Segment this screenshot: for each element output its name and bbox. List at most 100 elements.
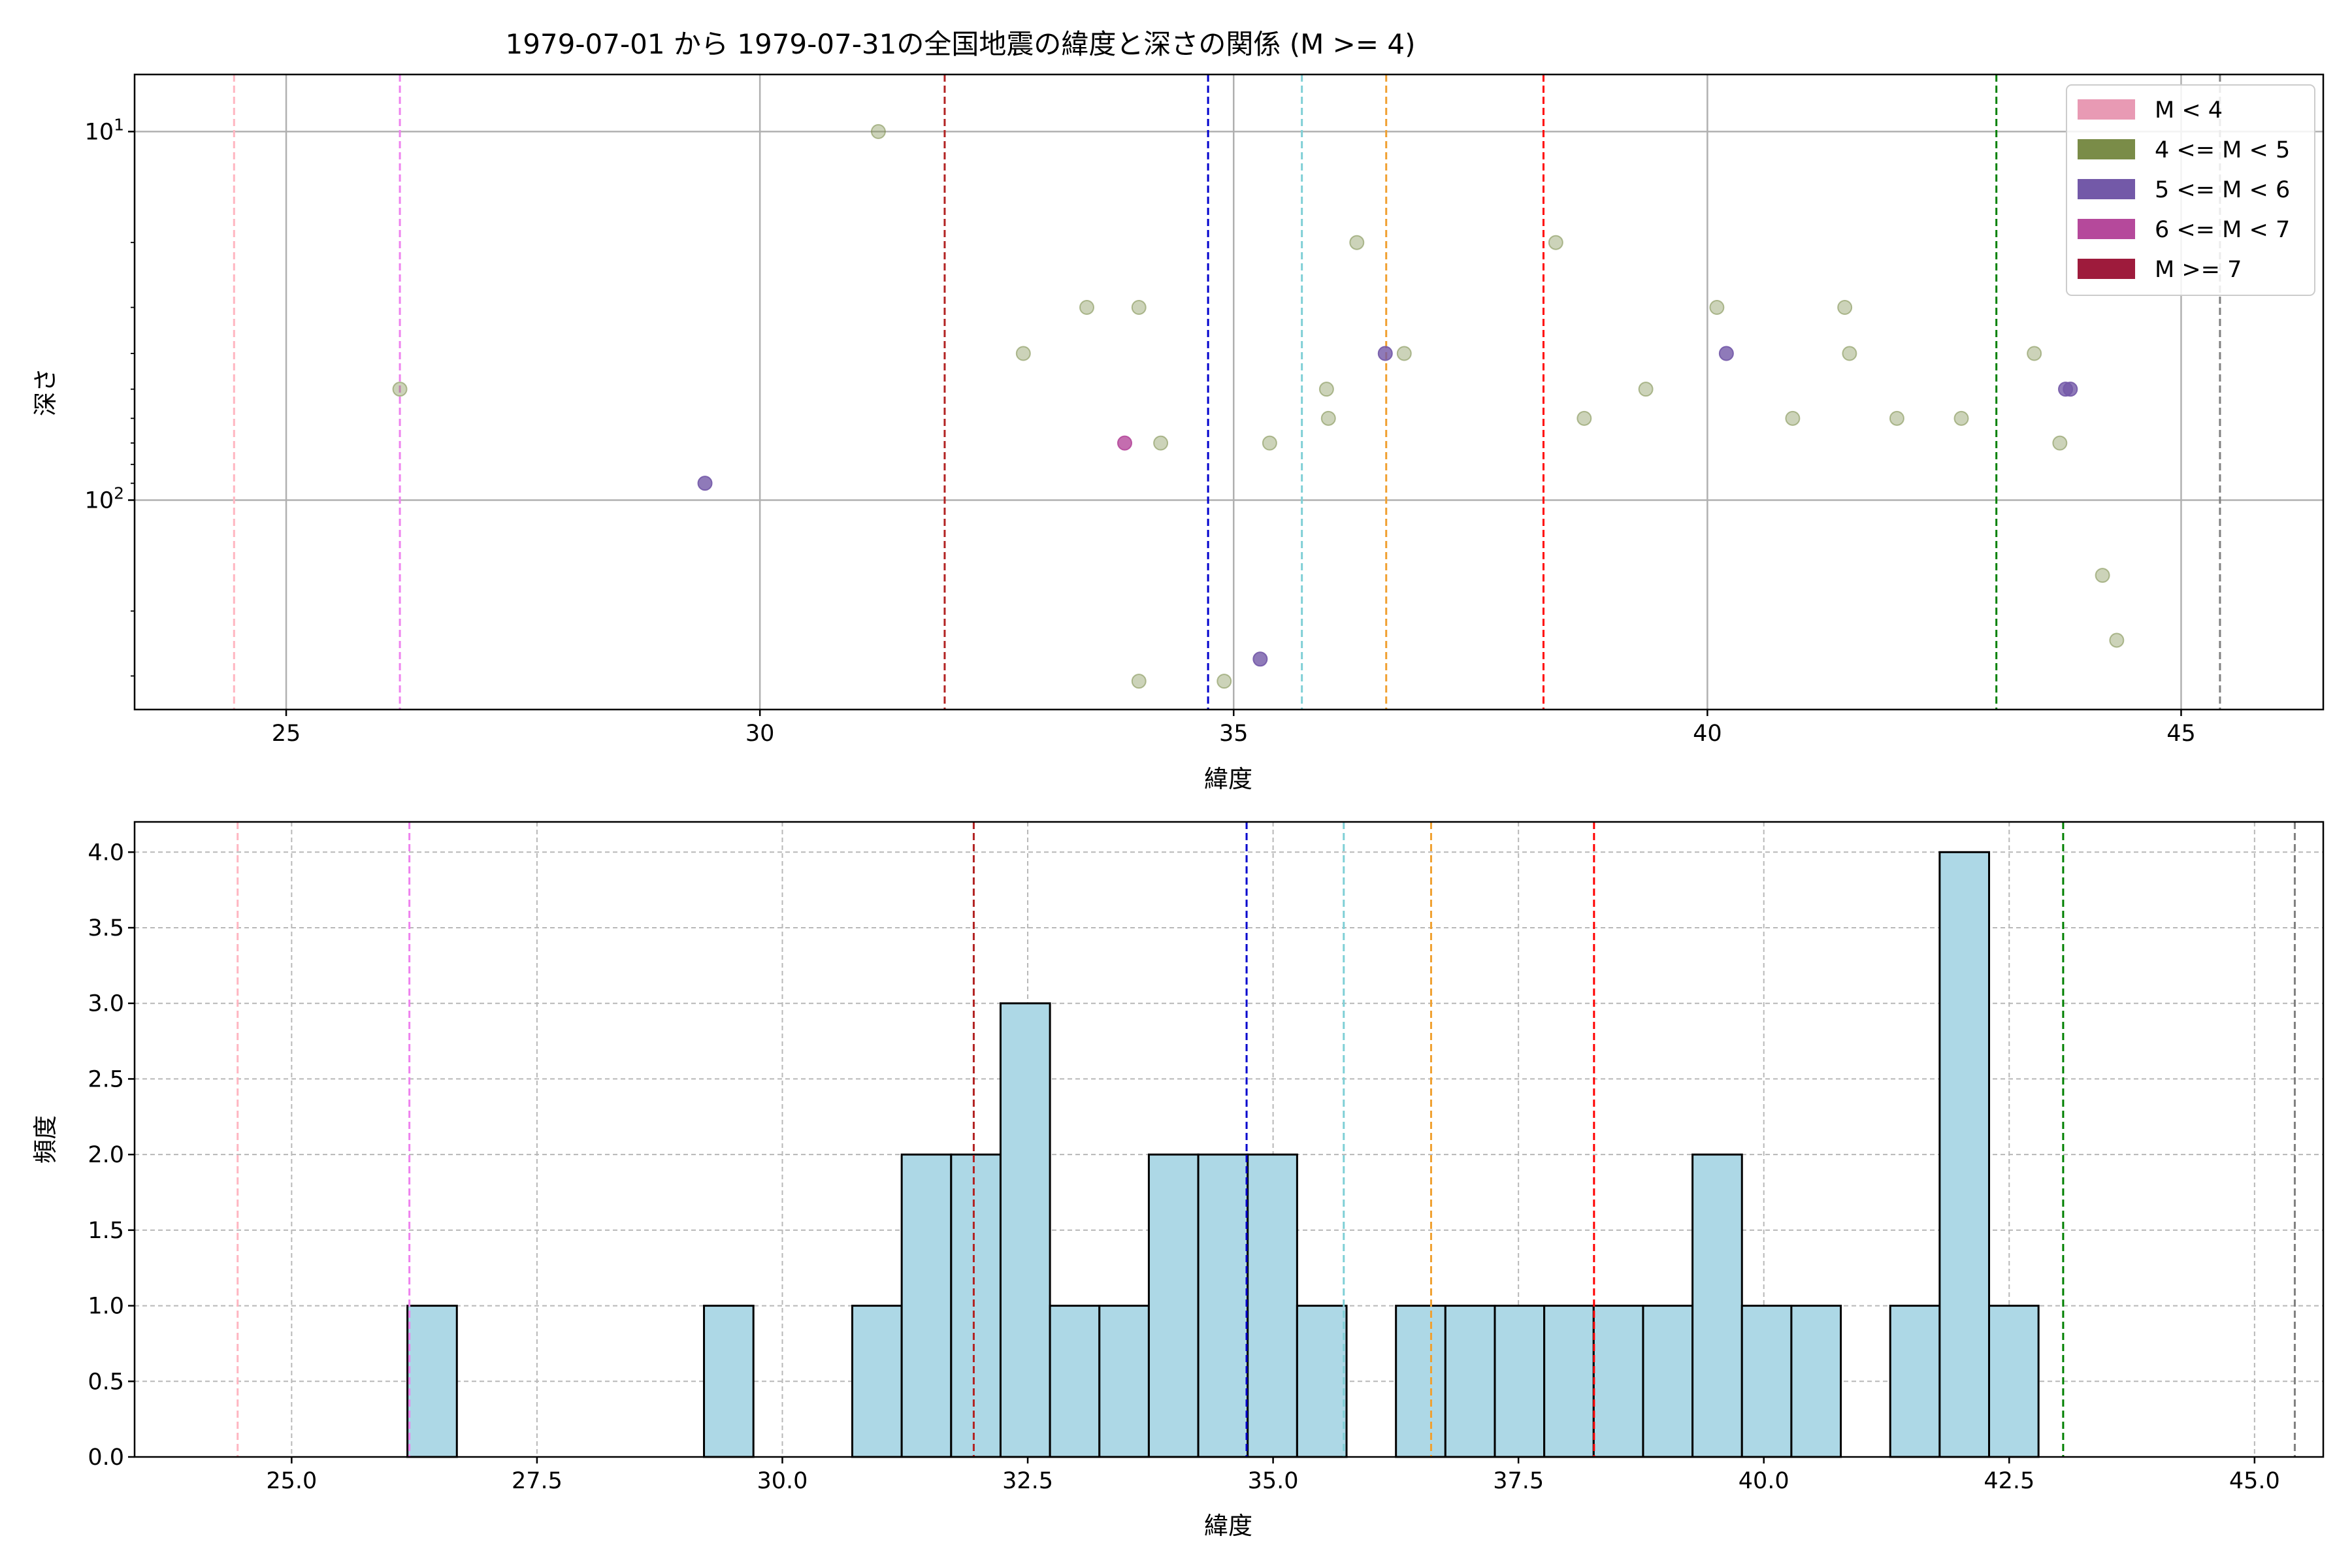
- histogram-panel: 25.0 27.5 30.0 32.5 35.0 37.5 40.0 42.5 45.0 0.0…: [31, 821, 2325, 1540]
- histogram-bar: [950, 1153, 1002, 1458]
- histogram-bar: [999, 1002, 1051, 1458]
- legend-label: 4 <= M < 5: [2155, 137, 2290, 163]
- legend-swatch: [2078, 99, 2135, 120]
- scatter-point: [1252, 651, 1268, 667]
- scatter-point: [1576, 410, 1592, 426]
- legend-label: M >= 7: [2155, 257, 2242, 283]
- histogram-bar: [1049, 1305, 1101, 1458]
- x-tick-label: 45.0: [2229, 1468, 2280, 1494]
- histogram-bar: [1395, 1305, 1446, 1458]
- legend-label: M < 4: [2155, 97, 2223, 123]
- histogram-plot-frame: [133, 821, 2325, 1458]
- y-tick-label: 0.0: [88, 1445, 124, 1471]
- legend-label: 5 <= M < 6: [2155, 177, 2290, 203]
- histogram-bar: [1147, 1153, 1200, 1458]
- histogram-x-axis-label: 緯度: [1204, 1512, 1252, 1540]
- scatter-point: [1718, 346, 1734, 361]
- scatter-y-ticks: 101 102: [85, 115, 135, 677]
- scatter-point: [870, 123, 886, 139]
- histogram-bar: [1247, 1153, 1298, 1458]
- scatter-point: [1842, 346, 1857, 361]
- y-tick-label: 3.0: [88, 991, 124, 1017]
- scatter-point: [1953, 410, 1969, 426]
- histogram-bar: [1098, 1305, 1150, 1458]
- scatter-reference-lines: [233, 74, 2221, 710]
- scatter-point: [2109, 632, 2125, 648]
- histogram-bar: [1592, 1305, 1644, 1458]
- histogram-x-ticks: 25.0 27.5 30.0 32.5 35.0 37.5 40.0 42.5 45.0: [266, 1457, 2280, 1494]
- scatter-point: [1153, 435, 1169, 451]
- x-tick-label: 25.0: [266, 1468, 317, 1494]
- legend-box: [2066, 84, 2315, 296]
- scatter-point: [1709, 300, 1725, 316]
- histogram-bar: [1543, 1305, 1595, 1458]
- histogram-bar: [703, 1305, 755, 1458]
- scatter-plot-frame: [133, 73, 2325, 711]
- scatter-point: [2095, 568, 2110, 583]
- scatter-point: [2063, 382, 2078, 397]
- scatter-point: [1131, 300, 1147, 316]
- histogram-bar: [851, 1305, 903, 1458]
- histogram-bar: [1197, 1153, 1249, 1458]
- histogram-bar: [1790, 1305, 1842, 1458]
- scatter-point: [1548, 235, 1563, 250]
- scatter-x-axis-label: 緯度: [1204, 765, 1252, 793]
- histogram-y-ticks: 0.0 0.5 1.0 1.5 2.0 2.5 3.0 3.5 4.0: [88, 840, 135, 1471]
- y-tick-label: 0.5: [88, 1369, 124, 1395]
- x-tick-label: 30: [745, 721, 775, 747]
- histogram-bar: [406, 1305, 458, 1458]
- scatter-point: [392, 382, 408, 397]
- legend-swatch: [2078, 139, 2135, 159]
- scatter-legend: M < 4 4 <= M < 5 5 <= M < 6 6 <= M < 7 M >= …: [2066, 84, 2315, 296]
- scatter-point: [2027, 346, 2042, 361]
- scatter-point: [1079, 300, 1094, 316]
- y-tick-label: 1.0: [88, 1294, 124, 1320]
- x-tick-label: 45: [2166, 721, 2196, 747]
- histogram-bar: [1642, 1305, 1694, 1458]
- scatter-point: [1377, 346, 1393, 361]
- scatter-point: [697, 476, 713, 491]
- scatter-panel: 25 30 35 40 45 101 102 緯度 深さ M < 4 4 <= M < 5 5…: [31, 73, 2325, 793]
- scatter-point: [1262, 435, 1277, 451]
- histogram-bar: [1494, 1305, 1546, 1458]
- histogram-bar: [1444, 1305, 1496, 1458]
- x-tick-label: 32.5: [1002, 1468, 1053, 1494]
- legend-swatch: [2078, 259, 2135, 279]
- x-tick-label: 27.5: [512, 1468, 563, 1494]
- scatter-x-ticks: 25 30 35 40 45: [272, 710, 2196, 747]
- scatter-point: [1217, 674, 1232, 689]
- scatter-point: [1131, 674, 1147, 689]
- histogram-y-axis-label: 頻度: [31, 1115, 59, 1164]
- scatter-point: [1015, 346, 1031, 361]
- scatter-point: [1396, 346, 1412, 361]
- scatter-point: [1785, 410, 1801, 426]
- y-tick-label: 2.5: [88, 1066, 124, 1092]
- histogram-bars: [406, 851, 2040, 1458]
- scatter-grid: [135, 74, 2323, 710]
- x-tick-label: 40.0: [1739, 1468, 1789, 1494]
- y-tick-label: 3.5: [88, 915, 124, 941]
- legend-swatch: [2078, 219, 2135, 239]
- histogram-bar: [900, 1153, 953, 1458]
- histogram-bar: [1740, 1305, 1793, 1458]
- scatter-point: [1349, 235, 1365, 250]
- histogram-bar: [1938, 851, 1991, 1458]
- x-tick-label: 37.5: [1493, 1468, 1544, 1494]
- scatter-point: [1320, 410, 1336, 426]
- scatter-point: [1117, 435, 1132, 451]
- x-tick-label: 30.0: [757, 1468, 808, 1494]
- scatter-point: [2052, 435, 2068, 451]
- histogram-bar: [1691, 1153, 1743, 1458]
- y-tick-label: 1.5: [88, 1218, 124, 1244]
- x-tick-label: 35: [1219, 721, 1249, 747]
- scatter-points: [392, 123, 2125, 689]
- y-tick-label: 4.0: [88, 840, 124, 866]
- x-tick-label: 35.0: [1248, 1468, 1299, 1494]
- scatter-point: [1837, 300, 1853, 316]
- histogram-bar: [1889, 1305, 1941, 1458]
- legend-swatch: [2078, 179, 2135, 199]
- histogram-bar: [1296, 1305, 1348, 1458]
- histogram-reference-lines: [237, 822, 2296, 1457]
- scatter-point: [1638, 382, 1654, 397]
